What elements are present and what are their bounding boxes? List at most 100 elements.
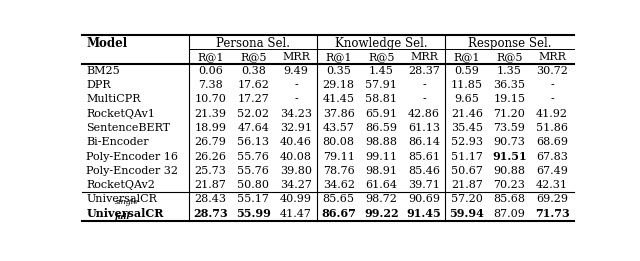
Text: 58.81: 58.81 <box>365 94 397 104</box>
Text: 35.45: 35.45 <box>451 123 483 133</box>
Text: R@1: R@1 <box>454 52 480 62</box>
Text: 57.91: 57.91 <box>365 80 397 90</box>
Text: UniversalCR: UniversalCR <box>86 208 164 219</box>
Text: 40.46: 40.46 <box>280 137 312 147</box>
Text: 98.91: 98.91 <box>365 166 397 176</box>
Text: 80.08: 80.08 <box>323 137 355 147</box>
Text: Persona Sel.: Persona Sel. <box>216 37 291 50</box>
Text: 0.06: 0.06 <box>198 66 223 76</box>
Text: 67.83: 67.83 <box>536 152 568 162</box>
Text: 21.87: 21.87 <box>451 180 483 190</box>
Text: 91.51: 91.51 <box>492 151 527 162</box>
Text: -: - <box>294 80 298 90</box>
Text: 0.38: 0.38 <box>241 66 266 76</box>
Text: 86.67: 86.67 <box>321 208 356 219</box>
Text: RocketQAv2: RocketQAv2 <box>86 180 156 190</box>
Text: -: - <box>422 94 426 104</box>
Text: 51.86: 51.86 <box>536 123 568 133</box>
Text: 28.43: 28.43 <box>195 194 227 204</box>
Text: MRR: MRR <box>282 52 310 62</box>
Text: R@1: R@1 <box>325 52 352 62</box>
Text: 52.93: 52.93 <box>451 137 483 147</box>
Text: 98.72: 98.72 <box>365 194 397 204</box>
Text: 11.85: 11.85 <box>451 80 483 90</box>
Text: Response Sel.: Response Sel. <box>468 37 551 50</box>
Text: 50.67: 50.67 <box>451 166 483 176</box>
Text: 51.17: 51.17 <box>451 152 483 162</box>
Text: 0.59: 0.59 <box>454 66 479 76</box>
Text: 90.73: 90.73 <box>493 137 525 147</box>
Text: 17.27: 17.27 <box>237 94 269 104</box>
Text: 39.80: 39.80 <box>280 166 312 176</box>
Text: Model: Model <box>86 37 127 50</box>
Text: 43.57: 43.57 <box>323 123 355 133</box>
Text: 1.35: 1.35 <box>497 66 522 76</box>
Text: 69.29: 69.29 <box>536 194 568 204</box>
Text: 9.65: 9.65 <box>454 94 479 104</box>
Text: single: single <box>115 198 139 206</box>
Text: 25.73: 25.73 <box>195 166 227 176</box>
Text: 86.59: 86.59 <box>365 123 397 133</box>
Text: 37.86: 37.86 <box>323 109 355 119</box>
Text: 90.88: 90.88 <box>493 166 525 176</box>
Text: -: - <box>550 80 554 90</box>
Text: 19.15: 19.15 <box>493 94 525 104</box>
Text: full: full <box>115 213 130 221</box>
Text: 21.39: 21.39 <box>195 109 227 119</box>
Text: 21.46: 21.46 <box>451 109 483 119</box>
Text: Poly-Encoder 32: Poly-Encoder 32 <box>86 166 179 176</box>
Text: 29.18: 29.18 <box>323 80 355 90</box>
Text: 40.99: 40.99 <box>280 194 312 204</box>
Text: 61.64: 61.64 <box>365 180 397 190</box>
Text: 36.35: 36.35 <box>493 80 525 90</box>
Text: Knowledge Sel.: Knowledge Sel. <box>335 37 428 50</box>
Text: 26.26: 26.26 <box>195 152 227 162</box>
Text: 7.38: 7.38 <box>198 80 223 90</box>
Text: 50.80: 50.80 <box>237 180 269 190</box>
Text: 91.45: 91.45 <box>406 208 442 219</box>
Text: MRR: MRR <box>538 52 566 62</box>
Text: 56.13: 56.13 <box>237 137 269 147</box>
Text: 28.73: 28.73 <box>193 208 228 219</box>
Text: 18.99: 18.99 <box>195 123 227 133</box>
Text: 79.11: 79.11 <box>323 152 355 162</box>
Text: 99.11: 99.11 <box>365 152 397 162</box>
Text: 55.17: 55.17 <box>237 194 269 204</box>
Text: DPR: DPR <box>86 80 111 90</box>
Text: UniversalCR: UniversalCR <box>86 194 157 204</box>
Text: 34.62: 34.62 <box>323 180 355 190</box>
Text: 10.70: 10.70 <box>195 94 227 104</box>
Text: R@1: R@1 <box>197 52 224 62</box>
Text: 34.27: 34.27 <box>280 180 312 190</box>
Text: 55.76: 55.76 <box>237 166 269 176</box>
Text: 68.69: 68.69 <box>536 137 568 147</box>
Text: -: - <box>294 94 298 104</box>
Text: 73.59: 73.59 <box>493 123 525 133</box>
Text: 1.45: 1.45 <box>369 66 394 76</box>
Text: 32.91: 32.91 <box>280 123 312 133</box>
Text: 70.23: 70.23 <box>493 180 525 190</box>
Text: MRR: MRR <box>410 52 438 62</box>
Text: 9.49: 9.49 <box>284 66 308 76</box>
Text: 0.35: 0.35 <box>326 66 351 76</box>
Text: BM25: BM25 <box>86 66 120 76</box>
Text: 57.20: 57.20 <box>451 194 483 204</box>
Text: 26.79: 26.79 <box>195 137 227 147</box>
Text: SentenceBERT: SentenceBERT <box>86 123 170 133</box>
Text: 55.76: 55.76 <box>237 152 269 162</box>
Text: 98.88: 98.88 <box>365 137 397 147</box>
Text: 85.68: 85.68 <box>493 194 525 204</box>
Text: 28.37: 28.37 <box>408 66 440 76</box>
Text: R@5: R@5 <box>496 52 523 62</box>
Text: 30.72: 30.72 <box>536 66 568 76</box>
Text: MultiCPR: MultiCPR <box>86 94 141 104</box>
Text: 39.71: 39.71 <box>408 180 440 190</box>
Text: 41.47: 41.47 <box>280 209 312 218</box>
Text: 42.86: 42.86 <box>408 109 440 119</box>
Text: 71.73: 71.73 <box>535 208 570 219</box>
Text: 42.31: 42.31 <box>536 180 568 190</box>
Text: 47.64: 47.64 <box>237 123 269 133</box>
Text: -: - <box>422 80 426 90</box>
Text: 67.49: 67.49 <box>536 166 568 176</box>
Text: -: - <box>550 94 554 104</box>
